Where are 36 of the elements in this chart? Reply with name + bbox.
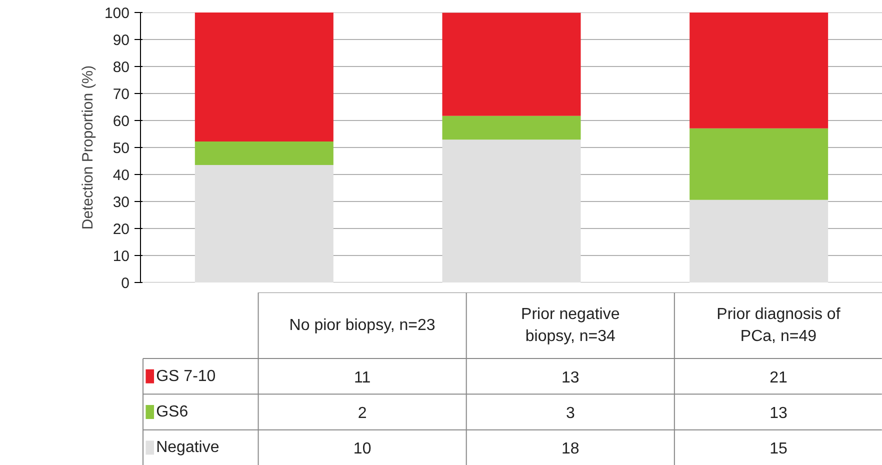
x-tick-label: Prior diagnosis of PCa, n=49 bbox=[716, 306, 841, 346]
text: 2 bbox=[358, 405, 367, 422]
y-tick-label: 60 bbox=[112, 113, 130, 130]
y-tick-label: 70 bbox=[112, 86, 130, 103]
bar bbox=[690, 12, 828, 128]
y-tick-label: 50 bbox=[112, 140, 130, 157]
x-tick-label: Prior negative biopsy, n=34 bbox=[521, 306, 620, 346]
y-tick-label: 100 bbox=[104, 5, 130, 22]
text: 13 bbox=[770, 405, 788, 422]
y-tick-label: 0 bbox=[121, 275, 130, 292]
y-tick-label: 90 bbox=[112, 32, 130, 49]
text: 15 bbox=[770, 440, 788, 458]
y-axis-title: Detection Proportion (%) bbox=[79, 65, 96, 230]
legend-label: GS 7-10 bbox=[156, 368, 216, 385]
text: 11 bbox=[354, 369, 371, 386]
bar bbox=[442, 116, 581, 140]
text: 18 bbox=[561, 440, 580, 458]
y-tick-label: 30 bbox=[112, 194, 130, 211]
bar bbox=[442, 12, 581, 116]
bar bbox=[194, 12, 334, 142]
legend-label: Negative bbox=[156, 439, 220, 456]
bar bbox=[194, 165, 334, 282]
text: 13 bbox=[561, 369, 580, 386]
y-tick-label: 40 bbox=[112, 167, 130, 184]
y-tick-label: 20 bbox=[112, 221, 130, 238]
y-tick-label: 10 bbox=[112, 248, 130, 265]
x-tick-label: No pior biopsy, n=23 bbox=[289, 317, 436, 334]
bar bbox=[690, 200, 828, 282]
bar bbox=[194, 142, 334, 166]
legend-label: GS6 bbox=[156, 404, 188, 420]
y-tick-label: 80 bbox=[112, 59, 130, 76]
text: 21 bbox=[770, 369, 788, 386]
text: 3 bbox=[566, 405, 575, 422]
text: 10 bbox=[353, 440, 372, 458]
bar bbox=[442, 140, 581, 282]
bar bbox=[690, 128, 828, 200]
